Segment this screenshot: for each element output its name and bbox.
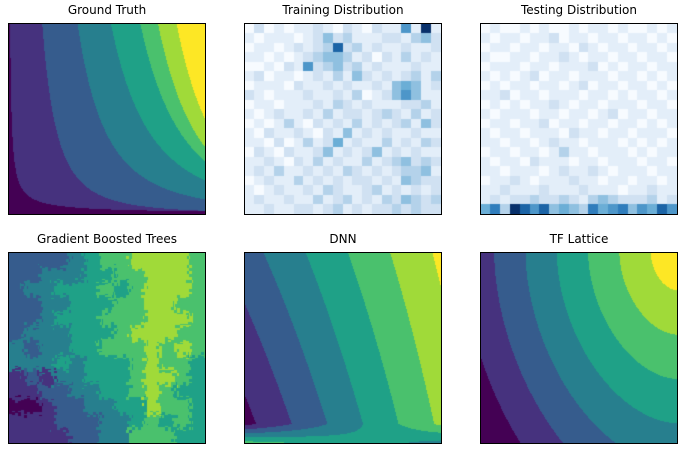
panel-dnn: [244, 252, 442, 444]
dnn-plot: [245, 253, 441, 443]
ground-truth-plot: [9, 24, 205, 214]
gradient-boosted-trees-title: Gradient Boosted Trees: [37, 232, 177, 246]
panel-ground-truth: [8, 23, 206, 215]
panel-testing-distribution: [480, 23, 678, 215]
panel-gradient-boosted-trees: [8, 252, 206, 444]
tf-lattice-plot: [481, 253, 677, 443]
ground-truth-title: Ground Truth: [67, 3, 147, 17]
tf-lattice-title: TF Lattice: [549, 232, 609, 246]
panel-tf-lattice: [480, 252, 678, 444]
gradient-boosted-trees-plot: [9, 253, 205, 443]
panel-training-distribution: [244, 23, 442, 215]
training-distribution-plot: [245, 24, 441, 214]
training-distribution-title: Training Distribution: [282, 3, 404, 17]
testing-distribution-title: Testing Distribution: [520, 3, 637, 17]
testing-distribution-plot: [481, 24, 677, 214]
dnn-title: DNN: [329, 232, 357, 246]
